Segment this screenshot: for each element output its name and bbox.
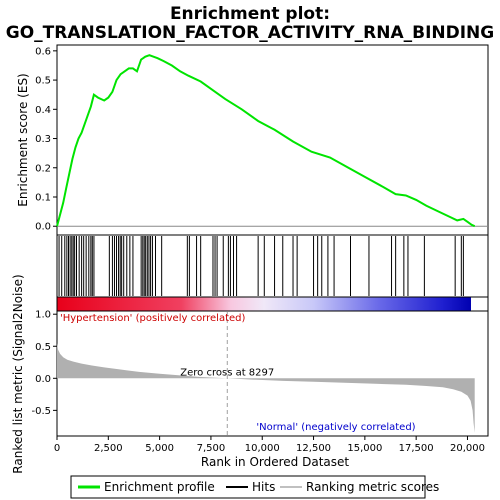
x-tick-label: 17,500: [399, 443, 434, 454]
metric-y-tick-label: 1.0: [35, 310, 51, 321]
x-axis: 0 2,500 5,000 7,500 10,000 12,500 15,000 17,500…: [54, 436, 485, 454]
es-y-tick-label: 0.2: [35, 163, 51, 174]
positive-correlation-label: 'Hypertension' (positively correlated): [60, 313, 246, 324]
rank-color-bar: [57, 297, 471, 311]
legend-enrichment-profile: Enrichment profile: [104, 480, 215, 494]
metric-y-tick-label: -0.5: [31, 406, 51, 417]
es-y-axis-label: Enrichment score (ES): [16, 73, 30, 206]
es-y-tick-label: 0.3: [35, 134, 51, 145]
chart-title-line1: Enrichment plot:: [170, 4, 330, 24]
x-tick-label: 7,500: [197, 443, 226, 454]
metric-y-tick-label: 0.5: [35, 342, 51, 353]
metric-y-axis: -0.5 0.0 0.5 1.0: [31, 310, 57, 417]
x-tick-label: 20,000: [450, 443, 485, 454]
chart-title-line2: GO_TRANSLATION_FACTOR_ACTIVITY_RNA_BINDI…: [6, 23, 494, 43]
enrichment-profile-line: [56, 54, 476, 228]
es-y-tick-label: 0.4: [35, 105, 51, 116]
legend-ranking-metric: Ranking metric scores: [306, 480, 439, 494]
x-tick-label: 0: [54, 443, 60, 454]
es-y-axis: 0.0 0.1 0.2 0.3 0.4 0.5 0.6: [35, 46, 57, 233]
metric-y-tick-label: 0.0: [35, 374, 51, 385]
legend-hits: Hits: [252, 480, 275, 494]
es-y-tick-label: 0.5: [35, 76, 51, 87]
x-axis-label: Rank in Ordered Dataset: [201, 455, 349, 469]
x-tick-label: 12,500: [296, 443, 331, 454]
x-tick-label: 15,000: [347, 443, 382, 454]
hits-marks: [58, 236, 464, 296]
es-y-tick-label: 0.1: [35, 193, 51, 204]
metric-y-axis-label: Ranked list metric (Signal2Noise): [11, 274, 25, 473]
zero-cross-label: Zero cross at 8297: [180, 367, 274, 378]
es-y-tick-label: 0.0: [35, 222, 51, 233]
x-tick-label: 2,500: [94, 443, 123, 454]
negative-correlation-label: 'Normal' (negatively correlated): [256, 422, 415, 433]
es-panel-frame: [56, 44, 489, 236]
x-tick-label: 5,000: [145, 443, 174, 454]
es-y-tick-label: 0.6: [35, 46, 51, 57]
x-tick-label: 10,000: [245, 443, 280, 454]
